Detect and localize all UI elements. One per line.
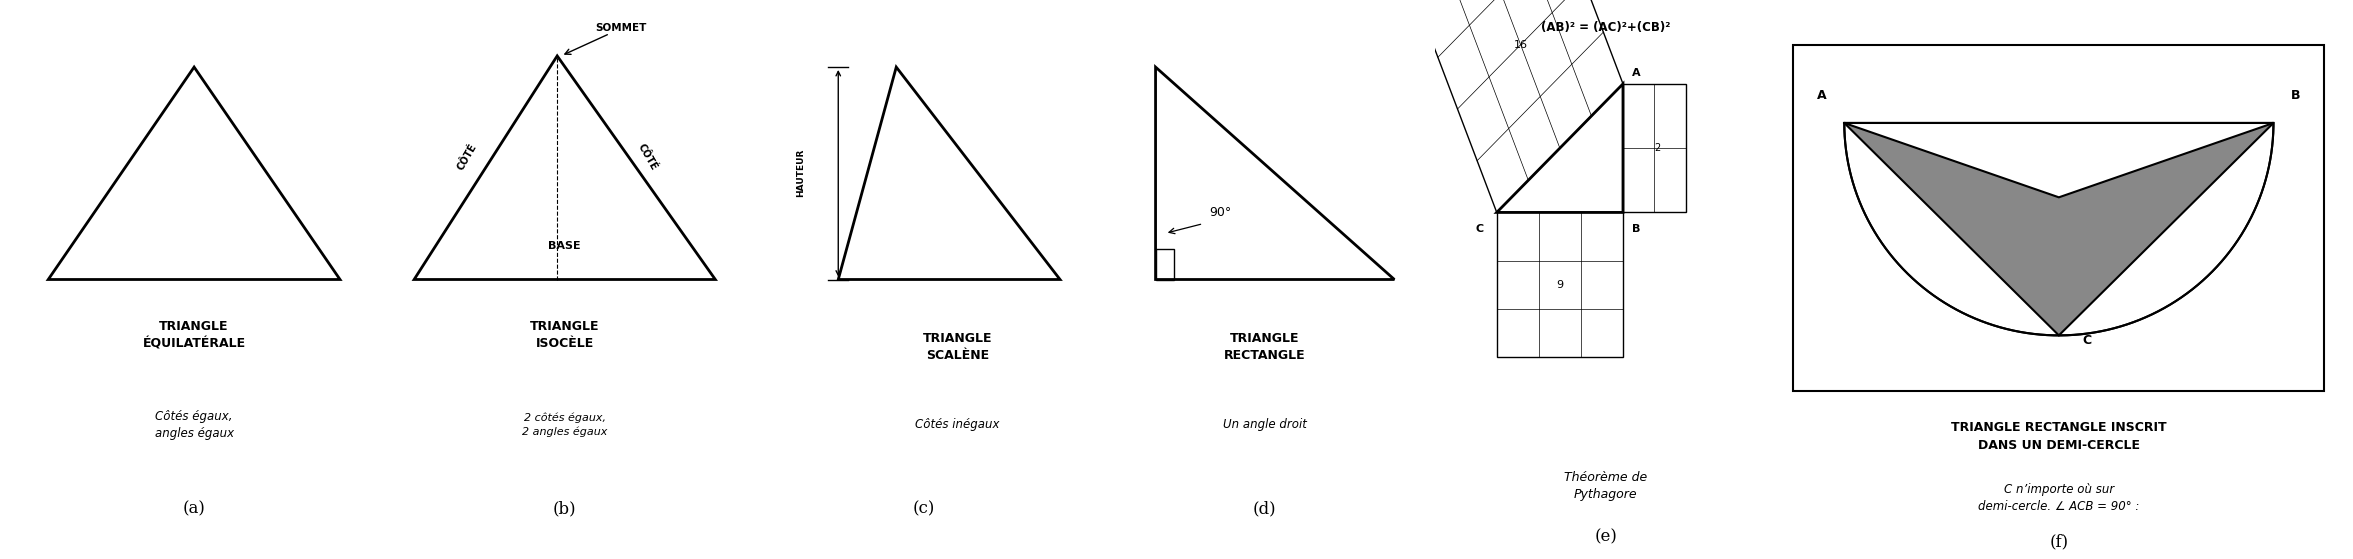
Text: (AB)² = (AC)²+(CB)²: (AB)² = (AC)²+(CB)²: [1541, 21, 1671, 35]
Text: 16: 16: [1513, 40, 1527, 50]
Text: C: C: [1475, 224, 1485, 234]
Text: (f): (f): [2049, 534, 2068, 551]
Text: B: B: [2292, 88, 2301, 102]
Text: 9: 9: [1555, 280, 1562, 290]
Text: C n’importe où sur
demi-cercle. ∠ ACB = 90° :: C n’importe où sur demi-cercle. ∠ ACB = …: [1979, 482, 2139, 513]
Text: (e): (e): [1595, 528, 1617, 545]
Text: Côtés inégaux: Côtés inégaux: [915, 418, 1000, 432]
Text: (a): (a): [184, 500, 205, 517]
Text: Un angle droit: Un angle droit: [1224, 418, 1306, 432]
Text: (c): (c): [913, 500, 934, 517]
Text: A: A: [1817, 88, 1826, 102]
Text: TRIANGLE
ISOCÈLE: TRIANGLE ISOCÈLE: [529, 320, 600, 350]
Text: TRIANGLE RECTANGLE INSCRIT
DANS UN DEMI-CERCLE: TRIANGLE RECTANGLE INSCRIT DANS UN DEMI-…: [1951, 420, 2167, 452]
Text: (b): (b): [553, 500, 576, 517]
Text: SOMMET: SOMMET: [595, 23, 647, 33]
Text: BASE: BASE: [548, 241, 581, 251]
Text: 90°: 90°: [1209, 206, 1231, 219]
Text: HAUTEUR: HAUTEUR: [795, 149, 805, 197]
Text: (d): (d): [1252, 500, 1278, 517]
Text: Théorème de
Pythagore: Théorème de Pythagore: [1565, 471, 1647, 501]
Text: C: C: [2082, 334, 2092, 348]
Text: CÔTÉ: CÔTÉ: [635, 141, 659, 172]
Text: 2 côtés égaux,
2 angles égaux: 2 côtés égaux, 2 angles égaux: [522, 413, 607, 437]
Text: 2: 2: [1654, 143, 1661, 153]
Text: TRIANGLE
SCALÈNE: TRIANGLE SCALÈNE: [922, 331, 993, 362]
Text: B: B: [1633, 224, 1640, 234]
Polygon shape: [1845, 123, 2273, 197]
Text: CÔTÉ: CÔTÉ: [454, 141, 478, 172]
Polygon shape: [1845, 123, 2273, 335]
Text: A: A: [1633, 68, 1640, 78]
Text: TRIANGLE
ÉQUILATÉRALE: TRIANGLE ÉQUILATÉRALE: [144, 320, 245, 350]
Text: Côtés égaux,
angles égaux: Côtés égaux, angles égaux: [155, 410, 233, 440]
Text: TRIANGLE
RECTANGLE: TRIANGLE RECTANGLE: [1224, 331, 1306, 362]
